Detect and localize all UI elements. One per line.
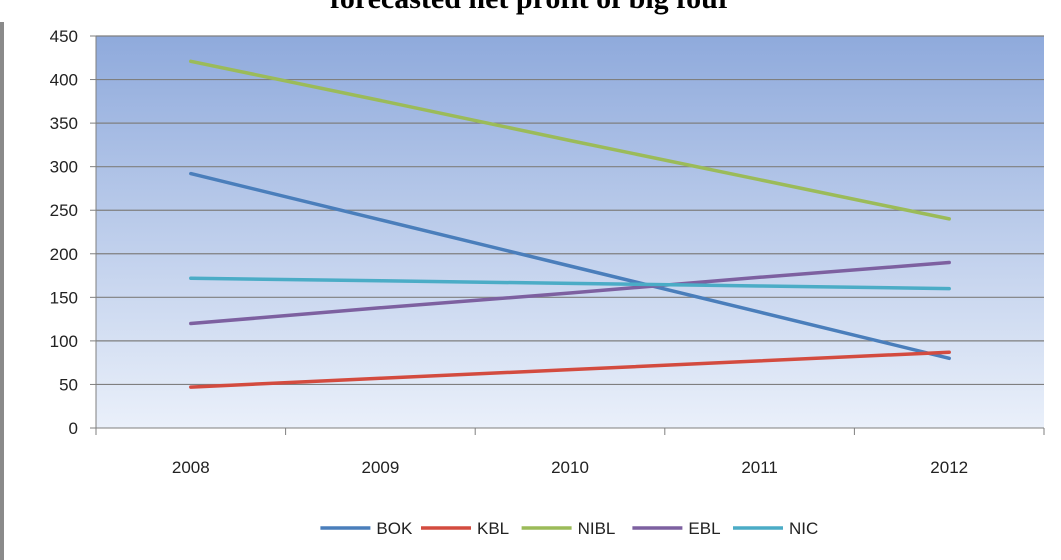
x-tick-label-2010: 2010 xyxy=(551,458,589,477)
legend-label-nic: NIC xyxy=(789,519,818,538)
y-tick-label: 100 xyxy=(50,332,78,351)
chart-title: forecasted net profit of big four xyxy=(0,0,1061,16)
left-border xyxy=(0,22,4,560)
y-tick-label: 0 xyxy=(69,419,78,438)
legend-label-bok: BOK xyxy=(376,519,413,538)
y-tick-label: 350 xyxy=(50,114,78,133)
series-line-nibl xyxy=(189,59,951,221)
x-tick-label-2012: 2012 xyxy=(930,458,968,477)
y-tick-label: 250 xyxy=(50,201,78,220)
y-tick-label: 450 xyxy=(50,27,78,46)
series-line-ebl xyxy=(189,260,951,326)
legend-label-kbl: KBL xyxy=(477,519,509,538)
y-tick-label: 200 xyxy=(50,245,78,264)
series-line-nic xyxy=(189,276,951,291)
series-lines xyxy=(189,59,951,389)
legend: BOK KBL NIBL EBL NIC xyxy=(320,519,818,538)
legend-label-ebl: EBL xyxy=(688,519,720,538)
y-tick-label: 400 xyxy=(50,71,78,90)
plot-area xyxy=(96,36,1044,428)
legend-label-nibl: NIBL xyxy=(578,519,616,538)
y-tick-label: 50 xyxy=(59,375,78,394)
x-tick-label-2011: 2011 xyxy=(741,458,778,477)
series-line-kbl xyxy=(189,350,951,389)
y-tick-label: 300 xyxy=(50,158,78,177)
x-tick-label-2009: 2009 xyxy=(361,458,399,477)
y-tick-label: 150 xyxy=(50,288,78,307)
x-tick-label-2008: 2008 xyxy=(172,458,210,477)
axes: 0 50 100 150 200 250 300 350 400 450 2008 2009 2010 2… xyxy=(50,27,1045,477)
series-line-bok xyxy=(189,171,951,361)
